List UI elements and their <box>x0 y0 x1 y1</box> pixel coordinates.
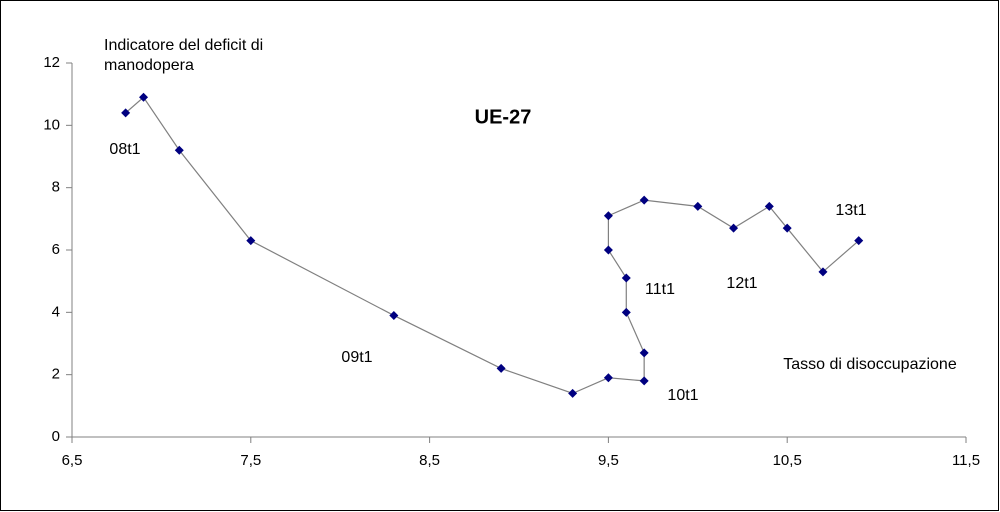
chart-title: UE-27 <box>475 106 532 128</box>
x-tick-label: 6,5 <box>62 452 83 469</box>
data-point <box>568 388 578 398</box>
data-point <box>764 201 774 211</box>
data-point <box>174 145 184 155</box>
annotation: 09t1 <box>341 349 372 366</box>
data-point <box>729 223 739 233</box>
data-point <box>621 307 631 317</box>
data-point <box>639 348 649 358</box>
data-point <box>121 108 131 118</box>
y-tick-label: 6 <box>52 241 60 258</box>
y-tick-label: 4 <box>52 303 60 320</box>
y-tick-label: 10 <box>43 116 60 133</box>
data-point <box>603 245 613 255</box>
annotation: 11t1 <box>645 281 675 298</box>
x-tick-label: 9,5 <box>598 452 619 469</box>
data-point <box>621 273 631 283</box>
x-tick-label: 8,5 <box>419 452 440 469</box>
annotation: 10t1 <box>667 387 698 404</box>
annotation: 13t1 <box>835 202 866 219</box>
x-tick-label: 10,5 <box>773 452 802 469</box>
y-tick-label: 8 <box>52 179 60 196</box>
data-point <box>603 373 613 383</box>
y-tick-label: 12 <box>43 54 60 71</box>
data-point <box>693 201 703 211</box>
data-point <box>246 236 256 246</box>
x-axis-label: Tasso di disoccupazione <box>783 356 957 373</box>
data-point <box>854 236 864 246</box>
x-tick-label: 11,5 <box>952 452 980 469</box>
data-point <box>603 211 613 221</box>
annotation: 08t1 <box>109 141 140 158</box>
data-point <box>639 195 649 205</box>
y-tick-label: 2 <box>52 366 60 383</box>
data-point <box>389 310 399 320</box>
annotation: 12t1 <box>726 275 757 292</box>
data-point <box>496 363 506 373</box>
data-point <box>139 92 149 102</box>
y-axis-label: Indicatore del deficit di manodopera <box>104 37 264 74</box>
x-tick-label: 7,5 <box>240 452 261 469</box>
data-point <box>639 376 649 386</box>
data-point <box>818 267 828 277</box>
y-tick-label: 0 <box>52 428 60 445</box>
data-point <box>782 223 792 233</box>
